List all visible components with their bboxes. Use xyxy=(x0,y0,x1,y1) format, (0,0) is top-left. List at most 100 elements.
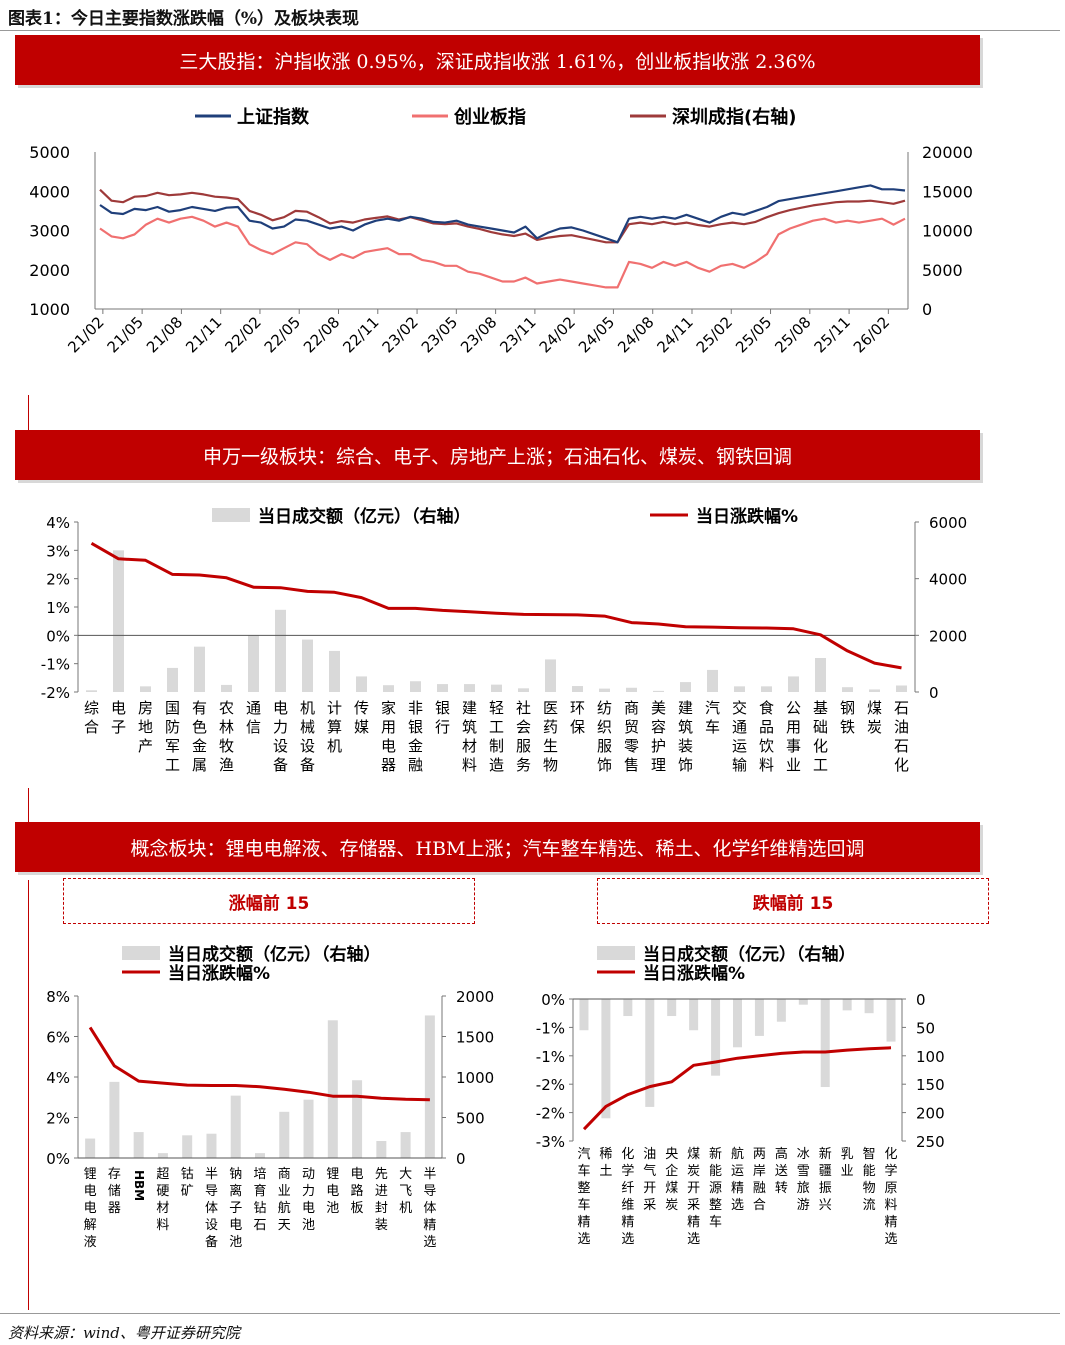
x-tick-label: 25/05 xyxy=(732,313,775,356)
legend-bar-swatch xyxy=(122,946,160,960)
category-label: 大飞机 xyxy=(399,1167,412,1216)
bar xyxy=(754,999,764,1036)
category-label: 家用电器 xyxy=(381,699,396,774)
bar xyxy=(275,609,286,692)
x-tick-label: 23/05 xyxy=(418,313,461,356)
bar xyxy=(886,999,896,1042)
bar xyxy=(896,685,907,692)
category-label: 国防军工 xyxy=(165,699,180,774)
bar xyxy=(579,999,589,1031)
legend-label-2: 当日涨跌幅% xyxy=(643,963,745,984)
bar xyxy=(352,1080,363,1158)
bar xyxy=(820,999,830,1088)
category-label: 环保 xyxy=(570,699,585,736)
bar xyxy=(356,676,367,692)
category-label: 建筑材料 xyxy=(462,699,477,774)
legend-label-3: 深圳成指(右轴) xyxy=(672,106,796,128)
bar xyxy=(776,999,786,1022)
bar xyxy=(798,999,808,1005)
change-line xyxy=(90,541,902,670)
category-label: 农林牧渔 xyxy=(219,699,234,774)
bar xyxy=(842,687,853,692)
y-left-tick: 0% xyxy=(541,991,565,1009)
bar xyxy=(689,999,699,1031)
x-tick-label: 21/05 xyxy=(104,313,147,356)
bar xyxy=(140,686,151,692)
category-label: 央企煤炭 xyxy=(665,1147,678,1213)
bar xyxy=(303,1099,314,1158)
category-label: 建筑装饰 xyxy=(678,699,693,774)
bar xyxy=(601,999,611,1119)
series-line-2 xyxy=(99,215,906,289)
x-tick-label: 24/08 xyxy=(614,313,657,356)
y-right-tick: 1500 xyxy=(456,1029,494,1047)
category-label: 社会服务 xyxy=(516,699,531,774)
bar xyxy=(864,999,874,1014)
category-label: 航运精选 xyxy=(731,1146,744,1213)
bottom-divider xyxy=(0,1313,1060,1314)
y-left-tick: 1000 xyxy=(29,300,70,319)
legend-label-2: 创业板指 xyxy=(453,106,526,128)
y-left-tick: -1% xyxy=(536,1048,565,1066)
category-label: 稀土 xyxy=(599,1147,612,1179)
y-right-tick: 100 xyxy=(916,1048,945,1066)
y-right-tick: 10000 xyxy=(922,222,973,241)
bar xyxy=(788,676,799,692)
gainers-bar-chart: 当日成交额（亿元）（右轴）当日涨跌幅% 8% 6% 4% 2% 0% 2000 1500 100… xyxy=(46,944,494,1250)
bar xyxy=(86,690,97,692)
category-label: 电子 xyxy=(111,699,126,736)
y-left-tick: -3% xyxy=(536,1133,565,1151)
x-tick-label: 21/02 xyxy=(64,313,107,356)
y-left-tick: -1% xyxy=(536,1019,565,1037)
legend-label-1: 上证指数 xyxy=(237,106,310,128)
x-tick-label: 21/08 xyxy=(143,313,186,356)
x-tick-label: 26/02 xyxy=(850,313,893,356)
section-divider-2 xyxy=(28,788,29,822)
category-label: 美容护理 xyxy=(651,699,666,774)
category-label: 电路板 xyxy=(351,1167,364,1216)
bar xyxy=(424,1015,435,1158)
category-label: 房地产 xyxy=(138,699,153,755)
bar xyxy=(437,684,448,692)
category-label: 轻工制造 xyxy=(489,699,504,774)
category-label: 纺织服饰 xyxy=(597,699,612,774)
bar xyxy=(711,999,721,1076)
bar xyxy=(167,667,178,692)
y-left-tick: -1% xyxy=(41,656,70,674)
category-label: HBM xyxy=(132,1170,146,1201)
bar xyxy=(667,999,677,1017)
y-left-tick: 0% xyxy=(46,627,70,645)
category-label: 公用事业 xyxy=(786,699,801,774)
category-label: 化学纤维精选 xyxy=(621,1147,634,1247)
y-right-tick: 0 xyxy=(916,991,926,1009)
bar xyxy=(645,999,655,1107)
bar xyxy=(221,684,232,692)
y-right-tick: 1000 xyxy=(456,1069,494,1087)
industry-bar-chart: 当日成交额（亿元）（右轴） 当日涨跌幅% 4% 3% 2% 1% 0% -1% -2% 6000 4… xyxy=(41,506,967,774)
category-label: 新能源整车 xyxy=(709,1146,722,1230)
x-tick-label: 22/08 xyxy=(300,313,343,356)
legend-label-1: 当日成交额（亿元）（右轴） xyxy=(168,944,381,965)
x-tick-label: 22/02 xyxy=(221,313,264,356)
y-left-tick: -2% xyxy=(41,684,70,702)
bar xyxy=(327,1020,338,1158)
y-right-tick: 15000 xyxy=(922,182,973,201)
y-left-tick: 2% xyxy=(46,571,70,589)
category-label: 存储器 xyxy=(108,1167,121,1216)
category-label: 有色金属 xyxy=(192,699,207,774)
category-label: 化学原料精选 xyxy=(885,1147,898,1247)
category-label: 超硬材料 xyxy=(156,1167,169,1233)
y-left-tick: 2% xyxy=(46,1110,70,1128)
change-line xyxy=(582,1046,892,1131)
bar xyxy=(815,658,826,692)
y-right-tick: 150 xyxy=(916,1076,945,1094)
bar xyxy=(400,1132,411,1158)
category-label: 钢铁 xyxy=(840,699,855,736)
category-label: 培育钻石 xyxy=(253,1166,266,1233)
y-left-tick: 4% xyxy=(46,1069,70,1087)
bar xyxy=(572,686,583,692)
series-line-1 xyxy=(99,184,906,244)
bar xyxy=(255,1153,265,1158)
bar xyxy=(761,686,772,692)
indices-banner: 三大股指：沪指收涨 0.95%，深证成指收涨 1.61%，创业板指收涨 2.36… xyxy=(15,35,980,85)
